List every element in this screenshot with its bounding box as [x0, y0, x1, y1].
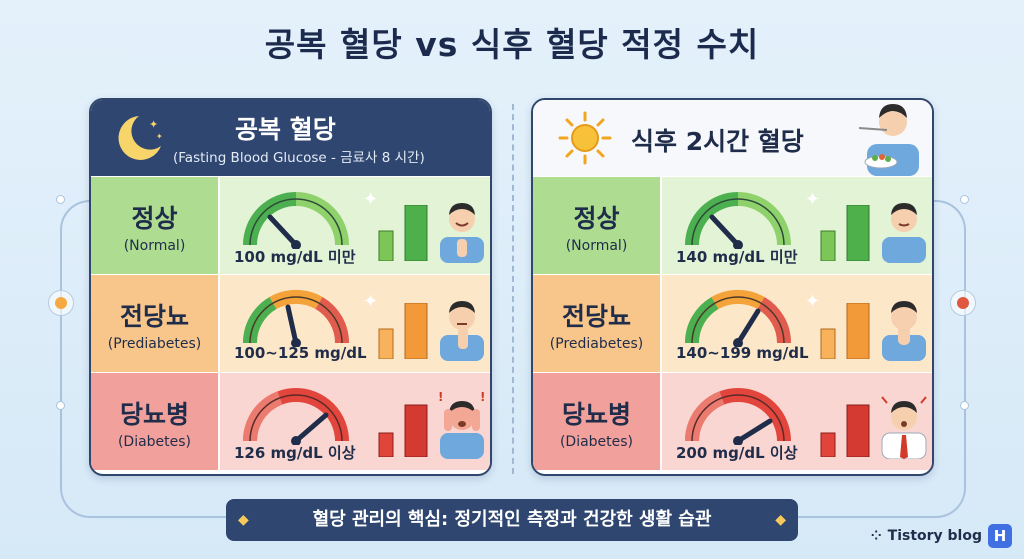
- worried-person-icon: ! !: [438, 391, 485, 459]
- row-content: 100~125 mg/dL ✦: [218, 275, 490, 372]
- postmeal-row-prediabetes: 전당뇨 (Prediabetes) 140~199 mg/dL: [533, 274, 932, 372]
- fasting-title: 공복 혈당: [235, 115, 336, 144]
- row-content: 126 mg/dL 이상 ! !: [218, 373, 490, 470]
- row-label-en: (Prediabetes): [549, 336, 644, 352]
- fasting-panel: ✦ ✦ 공복 혈당 (Fasting Blood Glucose - 금료사 8…: [89, 98, 492, 476]
- bar-chart-icon: [820, 404, 870, 457]
- row-label-en: (Normal): [565, 238, 628, 254]
- calm-person-icon: [882, 203, 926, 263]
- sun-icon: [558, 111, 612, 165]
- row-label-ko: 정상: [131, 204, 178, 233]
- diamond-icon: ◆: [238, 512, 249, 528]
- row-label: 전당뇨 (Prediabetes): [533, 275, 660, 372]
- watermark-badge: H: [988, 524, 1012, 548]
- gauge-icon: [684, 289, 792, 347]
- row-content: 140~199 mg/dL ✦: [660, 275, 932, 372]
- sparkle-icon: ✦: [805, 291, 821, 312]
- gauge-icon: [243, 388, 349, 445]
- bar-chart-icon: [820, 303, 870, 359]
- moon-icon: ✦ ✦: [118, 116, 163, 160]
- footer-text: 혈당 관리의 핵심: 정기적인 측정과 건강한 생활 습관: [312, 509, 712, 530]
- dots-icon: ⁘: [870, 528, 882, 544]
- postmeal-row-normal: 정상 (Normal) 140 mg/dL 미만 ✦: [533, 176, 932, 274]
- gauge-icon: [242, 289, 350, 347]
- row-label: 정상 (Normal): [533, 177, 660, 274]
- blog-watermark: ⁘ Tistory blog H: [871, 523, 1012, 549]
- left-small-dot-top: [56, 195, 65, 204]
- row-label-en: (Prediabetes): [107, 336, 202, 352]
- sparkle-icon: ✦: [805, 189, 821, 210]
- row-label-ko: 당뇨병: [119, 400, 189, 429]
- footer-banner: ◆ 혈당 관리의 핵심: 정기적인 측정과 건강한 생활 습관 ◆: [226, 499, 798, 541]
- row-label-ko: 전당뇨: [561, 302, 631, 331]
- svg-text:!: !: [480, 391, 485, 404]
- left-side-dot: [55, 297, 67, 309]
- row-content: 140 mg/dL 미만 ✦: [660, 177, 932, 274]
- eating-person-icon: [858, 104, 919, 176]
- bar-chart-icon: [820, 205, 870, 261]
- row-label: 전당뇨 (Prediabetes): [91, 275, 218, 372]
- left-side-ring: [48, 290, 74, 316]
- fasting-header: ✦ ✦ 공복 혈당 (Fasting Blood Glucose - 금료사 8…: [91, 100, 490, 176]
- glucose-value: 200 mg/dL 이상: [676, 444, 798, 462]
- page-title: 공복 혈당 vs 식후 혈당 적정 수치: [264, 25, 760, 64]
- row-label-en: (Diabetes): [559, 434, 634, 450]
- thinking-person-icon: [440, 301, 484, 361]
- svg-text:✦: ✦: [149, 118, 158, 131]
- bar-chart-icon: [378, 404, 428, 457]
- row-label: 당뇨병 (Diabetes): [91, 373, 218, 470]
- fasting-row-prediabetes: 전당뇨 (Prediabetes) 100~125 mg/dL: [91, 274, 490, 372]
- row-content: 200 mg/dL 이상: [660, 373, 932, 470]
- sparkle-icon: ✦: [363, 189, 379, 210]
- fasting-row-diabetes: 당뇨병 (Diabetes) 126 mg/dL 이상: [91, 372, 490, 470]
- right-small-dot-bottom: [960, 401, 969, 410]
- happy-person-icon: [440, 203, 484, 263]
- row-content: 100 mg/dL 미만 ✦: [218, 177, 490, 274]
- row-label-ko: 전당뇨: [119, 302, 189, 331]
- bar-chart-icon: [378, 303, 428, 359]
- right-small-dot-top: [960, 195, 969, 204]
- row-label-en: (Diabetes): [117, 434, 192, 450]
- postmeal-row-diabetes: 당뇨병 (Diabetes) 200 mg/dL 이상: [533, 372, 932, 470]
- center-divider: [512, 104, 514, 474]
- gauge-icon: [685, 192, 791, 249]
- left-small-dot-bottom: [56, 401, 65, 410]
- glucose-value: 126 mg/dL 이상: [234, 444, 356, 462]
- postmeal-title: 식후 2시간 혈당: [631, 127, 804, 156]
- gauge-icon: [685, 388, 791, 445]
- postmeal-panel: 식후 2시간 혈당 정상 (Normal) 140 mg/dL 미만: [531, 98, 934, 476]
- shocked-person-icon: [881, 396, 927, 459]
- svg-text:✦: ✦: [156, 132, 163, 141]
- glucose-value: 100 mg/dL 미만: [234, 248, 356, 266]
- bar-chart-icon: [378, 205, 428, 261]
- sparkle-icon: ✦: [363, 291, 379, 312]
- row-label: 정상 (Normal): [91, 177, 218, 274]
- glucose-value: 140~199 mg/dL: [676, 344, 809, 362]
- gauge-icon: [243, 192, 349, 249]
- glucose-value: 140 mg/dL 미만: [676, 248, 798, 266]
- row-label-ko: 정상: [573, 204, 620, 233]
- row-label-en: (Normal): [123, 238, 186, 254]
- glucose-value: 100~125 mg/dL: [234, 344, 367, 362]
- watermark-text: Tistory blog: [887, 528, 982, 544]
- svg-text:!: !: [438, 391, 443, 404]
- fasting-row-normal: 정상 (Normal) 100 mg/dL 미만: [91, 176, 490, 274]
- diamond-icon: ◆: [775, 512, 786, 528]
- fasting-subtitle: (Fasting Blood Glucose - 금료사 8 시간): [173, 150, 425, 166]
- row-label: 당뇨병 (Diabetes): [533, 373, 660, 470]
- concerned-person-icon: [882, 301, 926, 361]
- postmeal-header: 식후 2시간 혈당: [533, 100, 932, 176]
- row-label-ko: 당뇨병: [561, 400, 631, 429]
- right-side-dot: [957, 297, 969, 309]
